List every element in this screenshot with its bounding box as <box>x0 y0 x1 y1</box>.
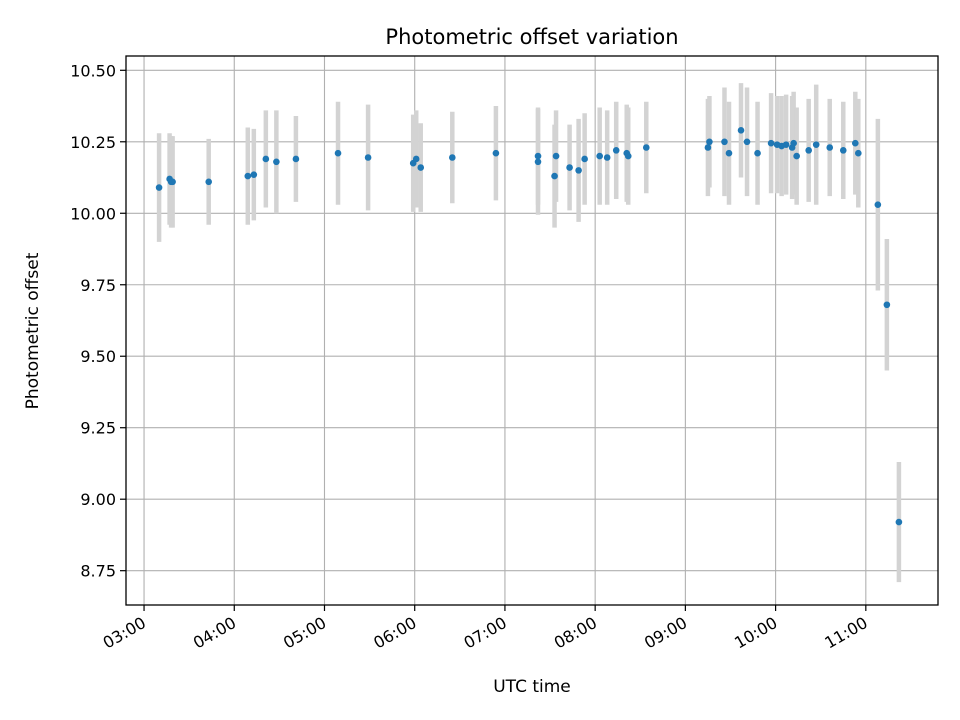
data-point <box>754 149 761 157</box>
data-point <box>826 144 834 151</box>
data-point <box>581 155 588 163</box>
plot-frame <box>125 55 939 606</box>
data-point <box>782 141 790 148</box>
data-point <box>839 147 847 154</box>
y-tick-label: 10.50 <box>70 61 116 80</box>
data-point <box>449 154 456 161</box>
data-point <box>169 178 176 186</box>
data-point <box>596 152 603 160</box>
data-point <box>805 147 812 154</box>
y-tick-label: 9.75 <box>80 276 116 295</box>
y-tick-label: 8.75 <box>80 562 116 581</box>
data-point <box>412 155 420 163</box>
data-point <box>534 152 542 160</box>
data-point <box>492 149 500 157</box>
data-point <box>292 155 300 163</box>
data-point <box>417 164 425 171</box>
data-point <box>551 172 558 180</box>
data-point <box>364 154 372 161</box>
data-point <box>205 178 213 186</box>
data-points <box>155 127 903 526</box>
data-point <box>743 138 751 146</box>
data-point <box>534 158 542 166</box>
x-axis-title: UTC time <box>493 677 571 697</box>
data-point <box>790 139 797 147</box>
data-point <box>603 154 611 161</box>
y-tick-label: 10.00 <box>70 204 116 223</box>
data-point <box>155 184 163 191</box>
data-point <box>812 141 820 148</box>
y-tick-label: 10.25 <box>70 133 116 152</box>
data-point <box>855 149 862 157</box>
data-point <box>624 152 632 160</box>
data-point <box>273 158 280 166</box>
y-tick-label: 9.50 <box>80 347 116 366</box>
data-point <box>704 144 712 151</box>
data-point <box>793 152 800 160</box>
data-point <box>767 139 775 147</box>
data-point <box>250 171 258 178</box>
data-point <box>566 164 573 171</box>
data-point <box>883 301 891 309</box>
chart-title: Photometric offset variation <box>385 25 678 49</box>
y-tick-label: 9.00 <box>80 490 116 509</box>
y-axis: 8.75 9.00 9.25 9.50 9.75 10.00 10.25 10.50 <box>70 61 126 581</box>
data-point <box>612 147 620 154</box>
data-point <box>575 167 582 174</box>
data-point <box>721 138 728 146</box>
data-point <box>895 518 903 526</box>
data-point <box>642 144 650 151</box>
data-point <box>552 152 560 160</box>
y-tick-label: 9.25 <box>80 419 116 438</box>
data-point <box>334 149 342 157</box>
data-point <box>737 127 745 134</box>
y-axis-title: Photometric offset <box>23 252 43 409</box>
data-point <box>244 172 252 180</box>
data-point <box>706 138 713 146</box>
data-point <box>725 149 733 157</box>
data-point <box>874 201 882 208</box>
data-point <box>851 139 859 147</box>
data-point <box>262 155 270 163</box>
